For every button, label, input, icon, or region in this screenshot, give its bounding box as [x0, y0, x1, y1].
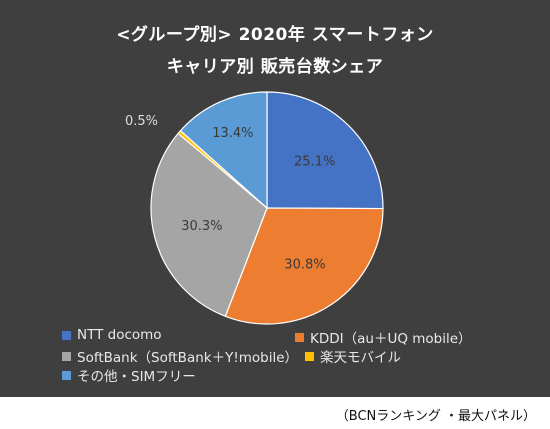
- pie-slice-softbank: [150, 132, 268, 318]
- legend-label-rakuten-mobile: 楽天モバイル: [320, 350, 401, 366]
- legend-label-softbank: SoftBank（SoftBank＋Y!mobile）: [77, 350, 299, 366]
- legend-item-rakuten-mobile: 楽天モバイル: [305, 346, 401, 366]
- chart-title-line-2: キャリア別 販売台数シェア: [166, 57, 384, 77]
- chart-panel: <グループ別> 2020年 スマートフォン キャリア別 販売台数シェア 25.1…: [0, 0, 550, 397]
- pie-chart: 25.1% 30.8% 30.3% 0.5% 13.4%: [125, 91, 384, 325]
- legend-item-ntt-docomo: NTT docomo: [62, 327, 162, 343]
- pie-slice-other-sim-free: [179, 91, 268, 210]
- legend-swatch-rakuten-mobile: [305, 351, 314, 361]
- legend-item-kddi: KDDI（au＋UQ mobile）: [295, 327, 472, 347]
- pie-slice-ntt-docomo: [266, 91, 384, 210]
- source-note: （BCNランキング ・最大パネル）: [335, 409, 536, 424]
- chart-title-line-1: <グループ別> 2020年 スマートフォン: [116, 25, 434, 45]
- data-label-kddi: 30.8%: [284, 258, 325, 273]
- legend-label-other-sim-free: その他・SIMフリー: [77, 369, 196, 385]
- legend-swatch-kddi: [295, 332, 304, 342]
- data-label-softbank: 30.3%: [181, 219, 222, 234]
- legend-swatch-ntt-docomo: [62, 330, 71, 340]
- legend-swatch-softbank: [62, 351, 71, 361]
- legend-label-kddi: KDDI（au＋UQ mobile）: [310, 331, 472, 347]
- legend-swatch-other-sim-free: [62, 370, 71, 380]
- legend-item-other-sim-free: その他・SIMフリー: [62, 365, 196, 385]
- data-label-ntt-docomo: 25.1%: [294, 155, 335, 170]
- data-label-rakuten-mobile: 0.5%: [125, 114, 158, 129]
- legend-item-softbank: SoftBank（SoftBank＋Y!mobile）: [62, 346, 298, 366]
- data-label-other-sim-free: 13.4%: [212, 126, 253, 141]
- legend-label-ntt-docomo: NTT docomo: [77, 327, 162, 343]
- pie-slice-kddi: [224, 207, 384, 325]
